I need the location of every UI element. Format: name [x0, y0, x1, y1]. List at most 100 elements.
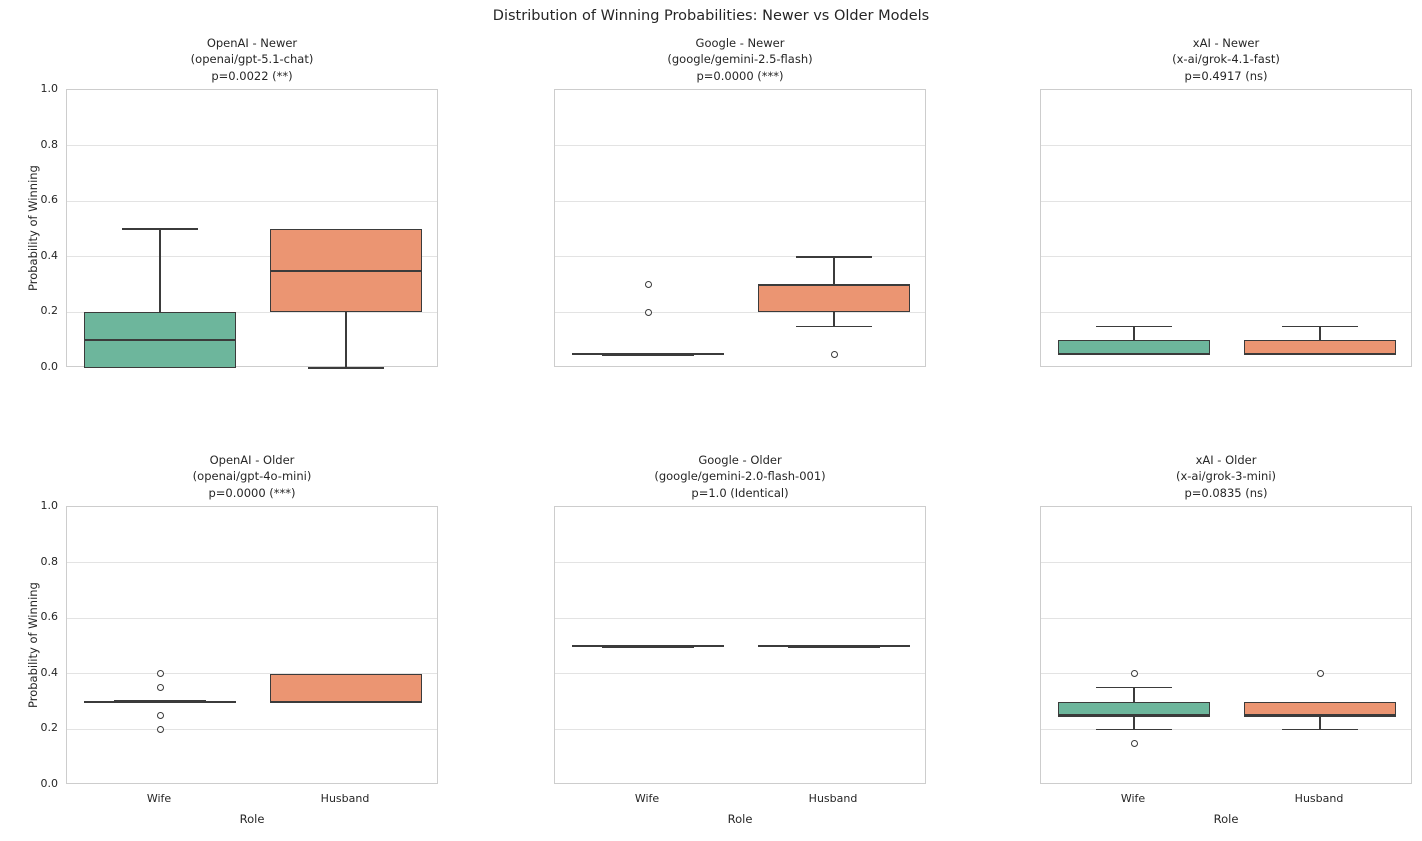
median-wife [1058, 353, 1210, 356]
whisker-cap-husband [796, 256, 872, 258]
x-tick-label: Wife [634, 792, 660, 805]
median-husband [270, 269, 422, 272]
gridline [67, 728, 437, 730]
subplot-title: Google - Older (google/gemini-2.0-flash-… [654, 452, 826, 500]
outlier-wife [1130, 739, 1138, 747]
gridline [1041, 728, 1411, 730]
outlier-wife [156, 684, 164, 692]
gridline [67, 256, 437, 258]
median-husband [270, 700, 422, 703]
x-axis-label: Role [727, 812, 753, 826]
axes-openai-newer [66, 89, 438, 369]
outlier-wife [156, 725, 164, 733]
axes-google-newer [554, 89, 926, 367]
median-center-wife [602, 352, 694, 356]
gridline [555, 728, 925, 730]
outlier-wife [156, 712, 164, 719]
outlier-wife [644, 281, 652, 289]
y-tick-label: 0.6 [40, 193, 59, 207]
whisker-cap-wife [122, 228, 198, 230]
median-center-wife [602, 644, 694, 648]
gridline [1041, 617, 1411, 619]
whisker-wife [1133, 687, 1135, 702]
gridline [555, 256, 925, 258]
subplot-title: Google - Newer (google/gemini-2.5-flash)… [667, 35, 813, 83]
subplot-title: OpenAI - Newer (openai/gpt-5.1-chat) p=0… [190, 35, 314, 83]
whisker-wife [1133, 326, 1135, 341]
figure-title: Distribution of Winning Probabilities: N… [492, 8, 930, 24]
axes-xai-newer [1040, 89, 1412, 367]
whisker-cap-husband [1282, 728, 1358, 731]
outlier-husband [1316, 670, 1324, 678]
outlier-husband [830, 350, 838, 358]
whisker-husband [1319, 715, 1321, 730]
y-tick-label: 0.2 [40, 304, 59, 318]
whisker-cap-wife [1096, 325, 1172, 328]
median-center-husband [788, 644, 880, 648]
x-tick-label: Wife [1120, 792, 1146, 805]
gridline [67, 673, 437, 675]
y-tick-label: 0.6 [40, 610, 59, 624]
whisker-husband [833, 256, 835, 285]
y-axis-label: Probability of Winning [26, 582, 40, 708]
gridline [1041, 256, 1411, 258]
y-tick-label: 0.4 [40, 248, 59, 262]
box-husband [758, 284, 910, 313]
x-tick-label: Husband [320, 792, 370, 805]
gridline [67, 562, 437, 564]
whisker-wife [1133, 715, 1135, 730]
whisker-cap-wife [1096, 728, 1172, 731]
x-axis-label: Role [239, 812, 265, 826]
axes-google-older [554, 506, 926, 784]
median-husband [758, 283, 910, 286]
gridline [1041, 311, 1411, 313]
subplot-title: OpenAI - Older (openai/gpt-4o-mini) p=0.… [192, 452, 312, 500]
axes-xai-older [1040, 506, 1412, 784]
subplot-title: xAI - Newer (x-ai/grok-4.1-fast) p=0.491… [1172, 35, 1280, 83]
gridline [1041, 673, 1411, 675]
median-center-wife [114, 700, 206, 704]
y-tick-label: 0.0 [40, 360, 59, 373]
x-axis-label: Role [1213, 812, 1239, 826]
x-tick-label: Wife [146, 792, 172, 805]
gridline [1041, 145, 1411, 147]
box-husband [1244, 701, 1396, 716]
y-tick-label: 1.0 [40, 499, 59, 512]
outlier-wife [156, 670, 164, 678]
gridline [555, 617, 925, 619]
whisker-wife [159, 229, 161, 313]
gridline [67, 617, 437, 619]
subplot-title: xAI - Older (x-ai/grok-3-mini) p=0.0835 … [1175, 452, 1276, 500]
y-tick-label: 0.8 [40, 554, 59, 568]
whisker-cap-husband [1282, 325, 1358, 328]
x-tick-label: Husband [1294, 792, 1344, 805]
whisker-husband [833, 312, 835, 327]
median-husband [1244, 353, 1396, 356]
gridline [555, 673, 925, 675]
gridline [555, 311, 925, 313]
y-tick-label: 0.4 [40, 665, 59, 679]
whisker-cap-husband [308, 367, 384, 369]
y-tick-label: 1.0 [40, 82, 59, 95]
median-husband [1244, 714, 1396, 717]
whisker-cap-husband [796, 325, 872, 328]
gridline [555, 200, 925, 202]
box-wife [1058, 701, 1210, 716]
gridline [555, 145, 925, 147]
median-wife [1058, 714, 1210, 717]
axes-openai-older [66, 506, 438, 784]
outlier-wife [644, 308, 652, 316]
whisker-husband [1319, 326, 1321, 341]
y-tick-label: 0.8 [40, 137, 59, 151]
gridline [67, 145, 437, 147]
y-tick-label: 0.0 [40, 777, 59, 790]
gridline [67, 200, 437, 202]
box-husband [1244, 340, 1396, 355]
whisker-husband [345, 312, 347, 368]
median-wife [84, 339, 236, 342]
gridline [67, 311, 437, 313]
gridline [1041, 562, 1411, 564]
gridline [1041, 200, 1411, 202]
whisker-cap-wife [1096, 686, 1172, 689]
